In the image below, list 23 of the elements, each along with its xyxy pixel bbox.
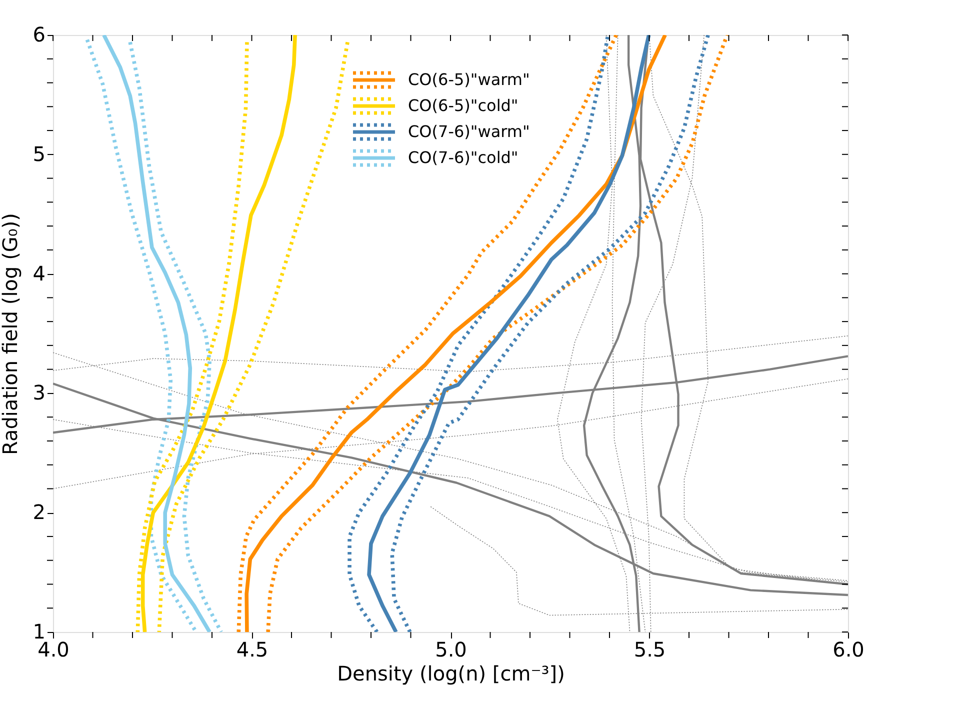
line-series: [102, 35, 212, 632]
y-tick-label: 3: [32, 380, 46, 405]
y-tick-label: 5: [32, 142, 46, 166]
legend-label: CO(6-5)"warm": [408, 70, 530, 89]
x-tick-label: 5.5: [634, 638, 666, 662]
legend-label: CO(7-6)"cold": [408, 148, 518, 167]
line-series: [128, 40, 224, 632]
line-series: [85, 38, 198, 632]
x-tick-label: 6.0: [832, 638, 864, 662]
x-tick-label: 4.5: [236, 638, 268, 662]
y-axis-title: Radiation field (log (G₀)): [0, 213, 22, 455]
x-tick-label: 5.0: [435, 638, 467, 662]
y-tick-label: 6: [32, 22, 46, 46]
y-tick-label: 4: [32, 261, 46, 286]
legend-label: CO(6-5)"cold": [408, 96, 518, 115]
line-series: [367, 35, 651, 632]
legend-label: CO(7-6)"warm": [408, 122, 530, 141]
line-series: [157, 40, 350, 632]
x-axis-title: Density (log(n) [cm⁻³]): [337, 662, 565, 686]
line-series: [348, 35, 610, 632]
y-tick-label: 2: [32, 500, 46, 524]
line-series: [266, 35, 730, 632]
line-series: [390, 35, 710, 632]
